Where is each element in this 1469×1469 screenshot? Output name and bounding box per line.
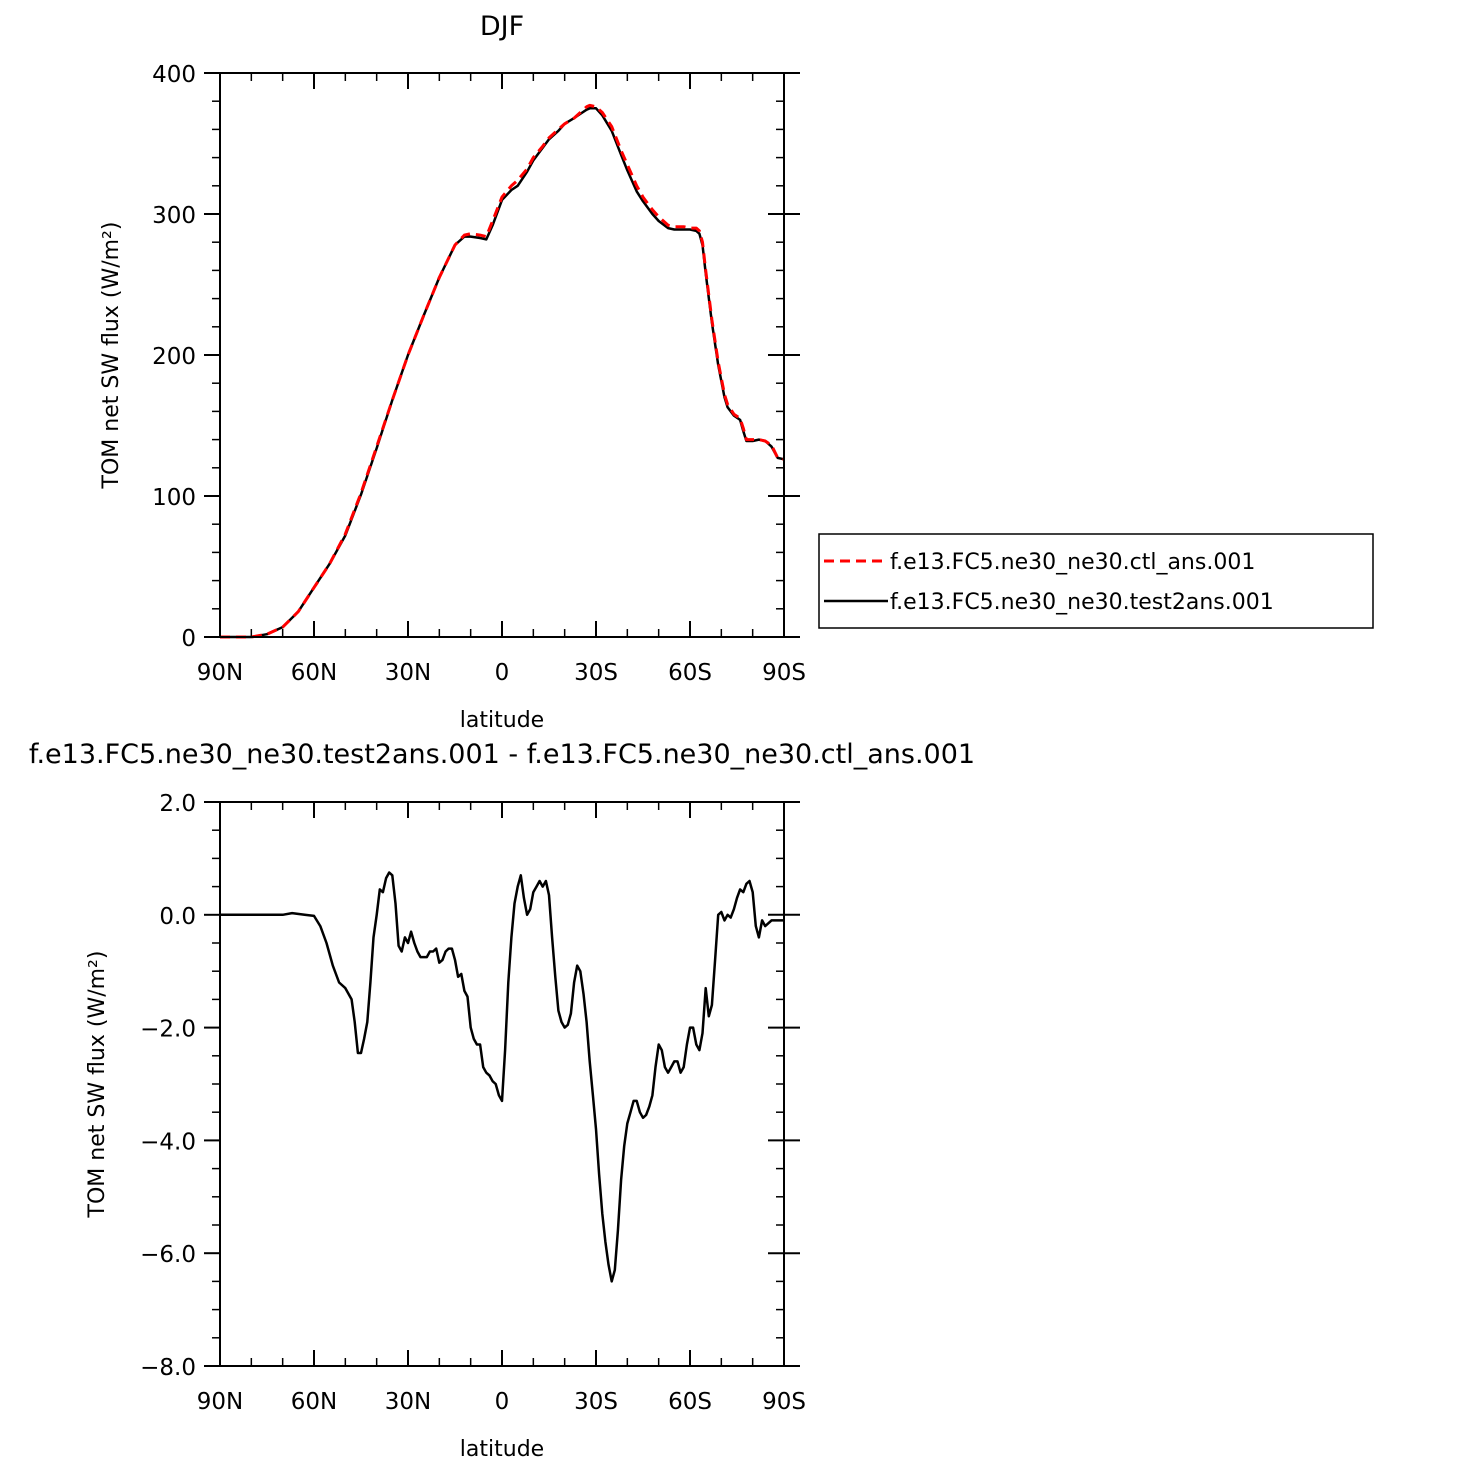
top-plot-frame	[219, 72, 785, 638]
bottom-y-tick-label: 0.0	[159, 904, 196, 930]
bottom-x-tick-label: 60N	[291, 1389, 337, 1415]
bottom-y-axis-label: TOM net SW flux (W/m²)	[85, 951, 110, 1219]
top-series-line-1	[220, 103, 785, 639]
top-y-axis-label: TOM net SW flux (W/m²)	[99, 222, 124, 490]
top-x-tick-label: 90S	[762, 660, 806, 686]
bottom-y-tick-label: 2.0	[159, 791, 196, 817]
top-axes: 90N 60N 30N 0 30S 60S 90S 0 100 200 300 400	[152, 62, 806, 686]
bottom-chart-title: f.e13.FC5.ne30_ne30.test2ans.001 - f.e13…	[29, 739, 975, 770]
top-x-axis-label: latitude	[460, 708, 544, 733]
top-x-tick-label: 60N	[291, 660, 337, 686]
legend-label-test: f.e13.FC5.ne30_ne30.test2ans.001	[890, 590, 1274, 615]
bottom-y-tick-label: −4.0	[140, 1129, 196, 1155]
top-x-tick-label: 30S	[574, 660, 618, 686]
top-y-tick-label: 400	[152, 62, 196, 88]
top-y-tick-label: 200	[152, 344, 196, 370]
top-y-tick-label: 100	[152, 485, 196, 511]
bottom-y-tick-label: −6.0	[140, 1242, 196, 1268]
bottom-x-tick-label: 30N	[385, 1389, 431, 1415]
bottom-panel: f.e13.FC5.ne30_ne30.test2ans.001 - f.e13…	[29, 739, 975, 1462]
top-x-tick-label: 0	[495, 660, 510, 686]
top-series-group	[220, 103, 785, 639]
bottom-x-tick-label: 90N	[197, 1389, 243, 1415]
bottom-series-line-0	[220, 871, 784, 1283]
top-x-tick-label: 90N	[197, 660, 243, 686]
legend-box	[818, 533, 1374, 629]
bottom-x-tick-label: 90S	[762, 1389, 806, 1415]
bottom-plot-frame	[219, 801, 785, 1367]
legend-label-ctl: f.e13.FC5.ne30_ne30.ctl_ans.001	[890, 550, 1255, 575]
top-x-tick-label: 60S	[668, 660, 712, 686]
top-y-tick-label: 0	[181, 626, 196, 652]
top-chart-title: DJF	[480, 11, 524, 42]
bottom-y-tick-label: −8.0	[140, 1355, 196, 1381]
bottom-series-group	[220, 871, 784, 1283]
top-series-line-0	[220, 107, 785, 639]
bottom-x-tick-label: 60S	[668, 1389, 712, 1415]
bottom-axes: 90N 60N 30N 0 30S 60S 90S −8.0 −6.0 −4.0 −2.0 0.0 2.…	[140, 791, 806, 1415]
legend: f.e13.FC5.ne30_ne30.ctl_ans.001 f.e13.FC…	[818, 533, 1374, 629]
bottom-y-tick-label: −2.0	[140, 1017, 196, 1043]
top-x-tick-label: 30N	[385, 660, 431, 686]
top-panel: DJF 90N 60N 30N 0 30S 60S 90S 0 100 200 300 400 lat…	[99, 11, 806, 733]
bottom-x-tick-label: 0	[495, 1389, 510, 1415]
bottom-x-tick-label: 30S	[574, 1389, 618, 1415]
bottom-x-axis-label: latitude	[460, 1437, 544, 1462]
top-y-tick-label: 300	[152, 203, 196, 229]
